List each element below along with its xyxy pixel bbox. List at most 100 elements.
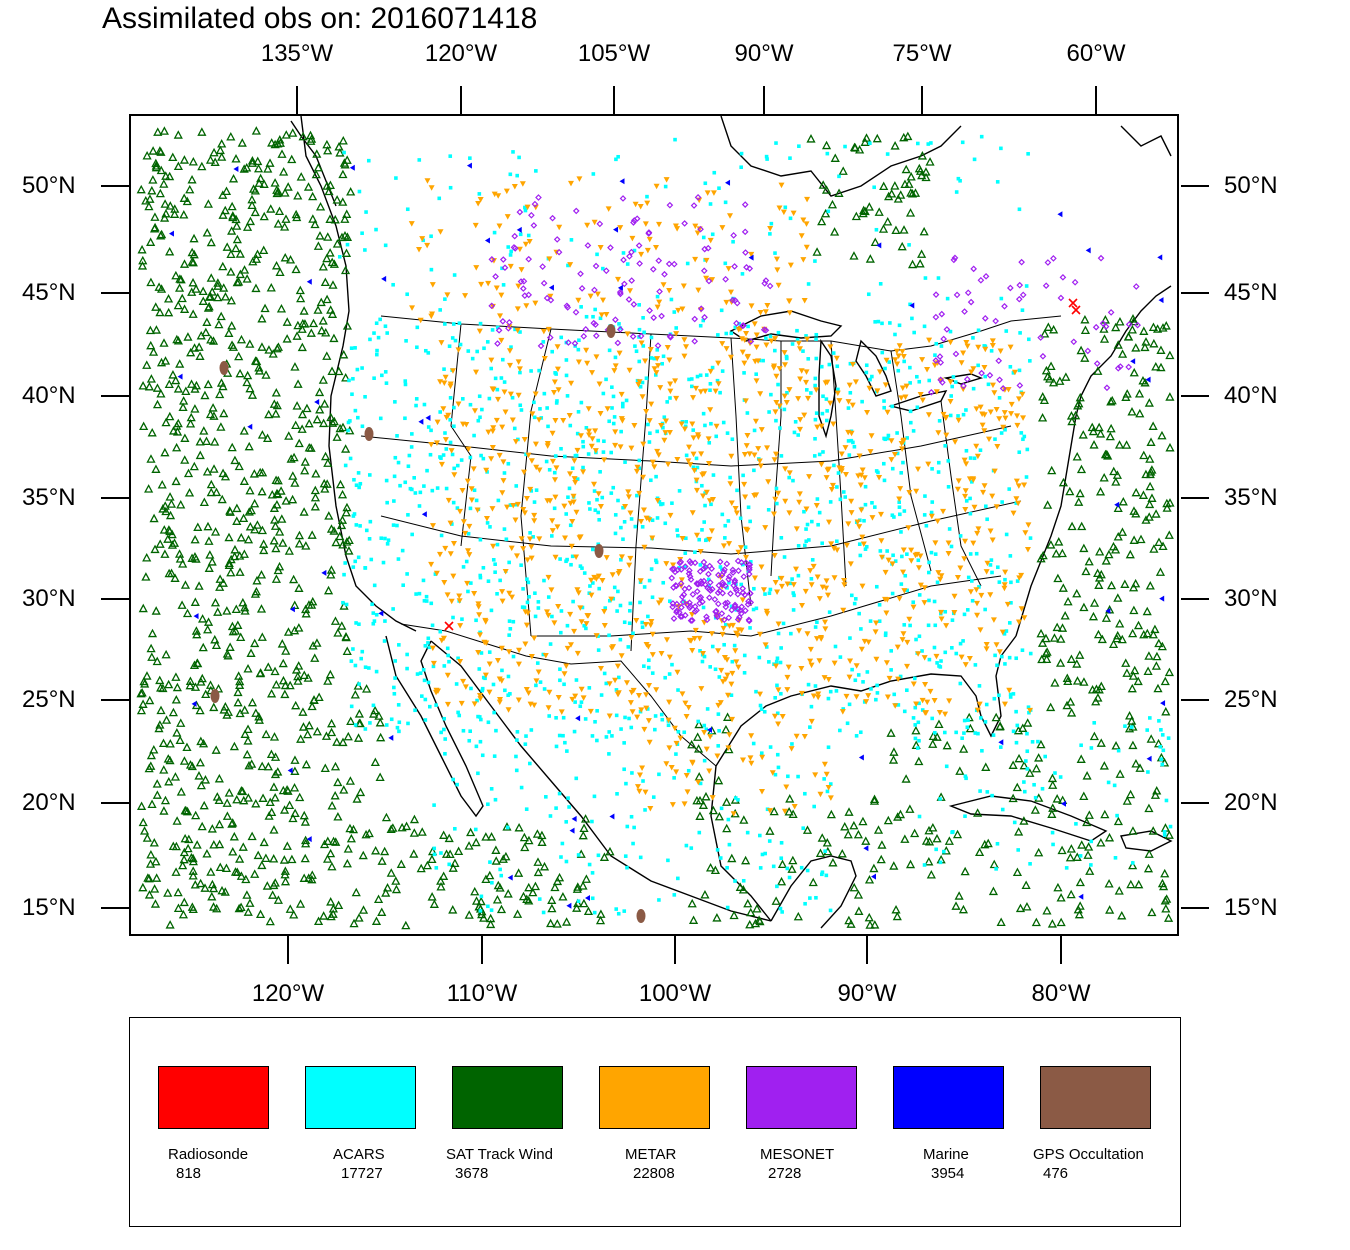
acars-marker [579,700,584,704]
metar-marker [775,490,782,497]
sat-track-wind-marker [294,623,304,632]
sat-track-wind-marker [358,850,368,860]
acars-marker [426,641,430,645]
sat-track-wind-marker [1160,676,1170,686]
sat-track-wind-marker [1121,658,1131,667]
metar-marker [496,699,503,706]
metar-marker [586,432,593,439]
sat-track-wind-marker [874,207,884,216]
sat-track-wind-marker [1162,894,1172,903]
marine-marker [706,726,712,733]
sat-track-wind-marker [328,280,338,289]
metar-marker [470,466,477,472]
acars-marker [933,552,938,556]
acars-marker [956,176,961,181]
metar-marker [606,713,613,719]
sat-track-wind-marker [239,265,250,274]
sat-track-wind-marker [307,530,317,539]
acars-marker [956,414,960,418]
sat-track-wind-marker [190,384,200,393]
metar-marker [765,479,772,485]
sat-track-wind-marker [1111,322,1121,332]
acars-marker [561,733,565,738]
acars-marker [360,366,364,370]
metar-marker [575,297,582,304]
metar-marker [751,492,758,499]
acars-marker [1148,716,1152,720]
metar-marker [683,713,690,720]
acars-marker [979,134,984,139]
metar-marker [567,642,574,648]
metar-marker [451,472,458,478]
acars-marker [898,512,902,517]
sat-track-wind-marker [308,214,318,223]
sat-track-wind-marker [708,805,718,815]
acars-marker [601,266,605,271]
metar-marker [715,381,722,387]
acars-marker [1064,866,1069,870]
mesonet-marker [716,558,724,566]
sat-track-wind-marker [161,649,171,659]
acars-marker [430,623,435,628]
sat-track-wind-marker [785,794,795,803]
sat-track-wind-marker [1141,337,1151,346]
acars-marker [580,566,584,570]
metar-marker [770,511,777,517]
acars-marker [821,450,825,454]
acars-marker [848,636,852,640]
sat-track-wind-marker [524,882,534,892]
acars-marker [480,753,485,758]
metar-marker [567,180,574,187]
acars-marker [776,330,781,335]
sat-track-wind-marker [1058,583,1068,592]
metar-marker [987,409,994,416]
metar-marker [627,288,634,294]
sat-track-wind-marker [1157,430,1167,440]
sat-track-wind-marker [1162,498,1172,508]
sat-track-wind-marker [354,709,364,718]
sat-track-wind-marker [209,464,219,473]
sat-track-wind-marker [547,895,557,904]
metar-marker [896,596,903,602]
sat-track-wind-marker [250,524,260,534]
acars-marker [718,856,723,860]
sat-track-wind-marker [915,258,925,268]
metar-marker [697,548,704,555]
acars-marker [629,725,634,730]
metar-marker [725,745,732,751]
acars-marker [922,324,927,329]
sat-track-wind-marker [170,573,180,582]
sat-track-wind-marker [270,769,281,779]
sat-track-wind-marker [151,325,162,334]
sat-track-wind-marker [217,494,227,504]
metar-marker [584,222,591,229]
acars-marker [577,338,581,343]
metar-marker [744,354,751,361]
acars-marker [600,495,605,500]
acars-marker [1016,848,1021,852]
acars-marker [434,866,439,870]
sat-track-wind-marker [1164,667,1174,677]
marine-marker [1159,595,1165,602]
mesonet-marker [685,570,693,578]
sat-track-wind-marker [291,209,301,219]
sat-track-wind-marker [1089,731,1099,741]
sat-track-wind-marker [1075,488,1085,498]
sat-track-wind-marker [313,241,323,250]
acars-marker [638,855,643,860]
metar-marker [531,512,538,519]
metar-marker [858,507,865,514]
acars-marker [984,702,989,707]
sat-track-wind-marker [1042,905,1052,915]
sat-track-wind-marker [261,729,271,739]
sat-track-wind-marker [235,269,245,279]
sat-track-wind-marker [869,794,880,804]
acars-marker [526,580,531,585]
metar-marker [486,661,493,668]
sat-track-wind-marker [296,293,306,303]
metar-marker [482,619,489,625]
sat-track-wind-marker [187,174,197,184]
sat-track-wind-marker [151,302,161,311]
metar-marker [601,457,608,463]
marine-marker [1114,501,1120,508]
